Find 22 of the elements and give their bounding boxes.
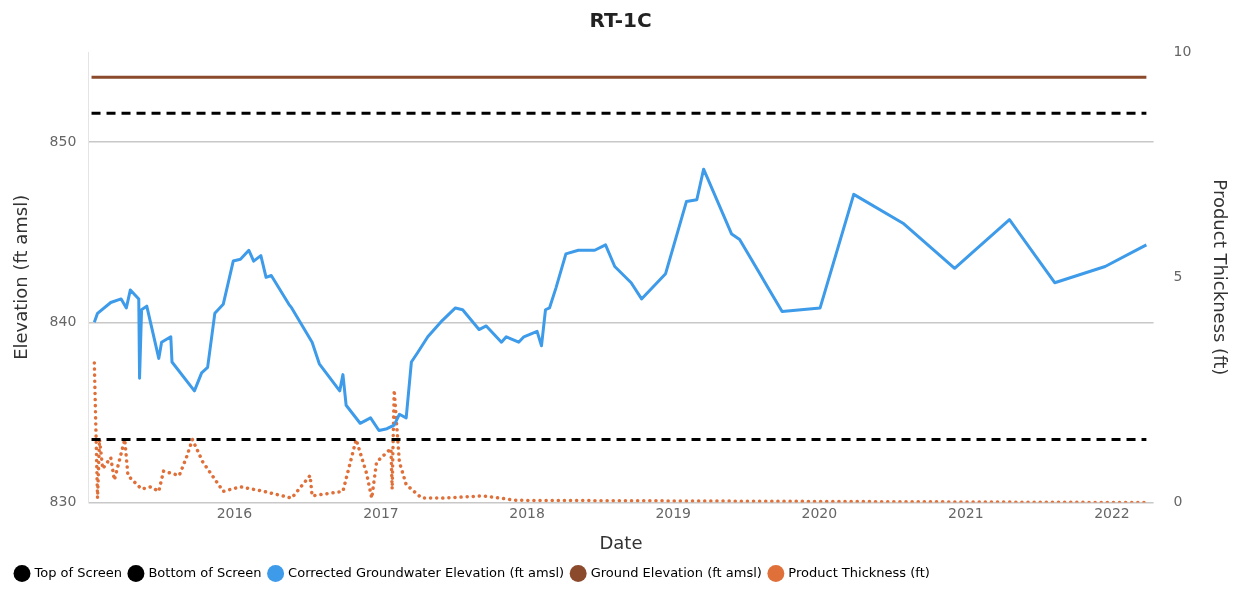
y2-tick-label: 0	[1173, 493, 1183, 510]
x-tick-label: 2016	[216, 504, 253, 521]
legend-label: Ground Elevation (ft amsl)	[590, 564, 762, 580]
x-tick-label: 2022	[1094, 504, 1130, 521]
y-axis-title: Elevation (ft amsl)	[10, 194, 32, 360]
y2-axis-title: Product Thickness (ft)	[1209, 179, 1231, 376]
y-tick-label: 830	[49, 493, 77, 510]
legend-label: Product Thickness (ft)	[788, 564, 930, 580]
chart-title: RT-1C	[589, 8, 652, 33]
x-tick-label: 2017	[363, 504, 399, 521]
y-tick-label: 850	[49, 132, 77, 149]
x-tick-label: 2021	[948, 504, 984, 521]
x-tick-label: 2020	[801, 504, 838, 521]
x-tick-label: 2019	[655, 504, 692, 521]
y2-tick-label: 10	[1173, 42, 1192, 59]
y-tick-label: 840	[49, 313, 77, 329]
x-axis-title: Date	[599, 531, 643, 553]
y2-tick-label: 5	[1173, 267, 1183, 284]
legend-label: Top of Screen	[33, 564, 122, 580]
legend-label: Corrected Groundwater Elevation (ft amsl)	[288, 564, 565, 580]
x-tick-label: 2018	[509, 504, 545, 521]
legend-label: Bottom of Screen	[148, 564, 262, 580]
